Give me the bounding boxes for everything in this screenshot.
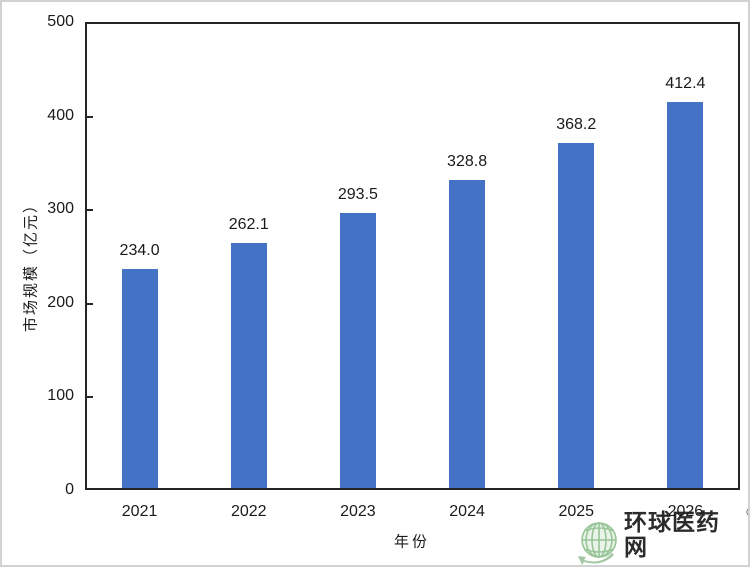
y-tick-mark	[87, 115, 93, 118]
x-tick-label: 2026	[667, 503, 704, 520]
y-tick-mark	[87, 302, 93, 305]
y-tick-label: 500	[47, 13, 74, 30]
bar-value-label: 262.1	[228, 215, 269, 233]
bar-value-label: 368.2	[556, 116, 597, 134]
y-tick-label: 100	[47, 387, 74, 405]
x-tick-label: 2024	[449, 503, 485, 520]
bar-2023	[339, 213, 376, 488]
y-tick-label: 400	[47, 106, 74, 124]
watermark-site-name: 环球医药网	[624, 509, 720, 561]
y-tick-label: 300	[47, 200, 74, 218]
plot-area: 234.0 262.1 293.5 328.8 368.2 412.4	[85, 22, 740, 490]
y-tick-label: 0	[65, 481, 74, 498]
bar-2021	[121, 268, 158, 488]
bar-2025	[558, 143, 595, 488]
bar-value-label: 293.5	[337, 186, 378, 204]
y-tick-mark	[87, 209, 93, 212]
bar-value-label: 328.8	[447, 153, 488, 171]
y-tick-label: 200	[47, 293, 74, 311]
registered-trademark-icon: ®	[746, 508, 748, 519]
watermark-url: WWW.QGYYZS.NET	[624, 563, 748, 565]
bar-2026	[667, 102, 704, 488]
bar-2024	[449, 180, 486, 488]
y-tick-mark	[87, 396, 93, 399]
bar-value-label: 412.4	[665, 75, 706, 92]
x-tick-label: 2025	[558, 503, 595, 520]
x-tick-label: 2021	[121, 503, 158, 520]
bar-value-label: 234.0	[119, 241, 160, 259]
x-tick-label: 2022	[230, 503, 267, 520]
watermark: 环球医药网 ® WWW.QGYYZS.NET	[576, 508, 748, 565]
globe-icon	[578, 521, 617, 565]
bar-2022	[230, 242, 267, 488]
x-tick-label: 2023	[340, 503, 376, 520]
x-axis-title: 年份	[393, 533, 431, 551]
